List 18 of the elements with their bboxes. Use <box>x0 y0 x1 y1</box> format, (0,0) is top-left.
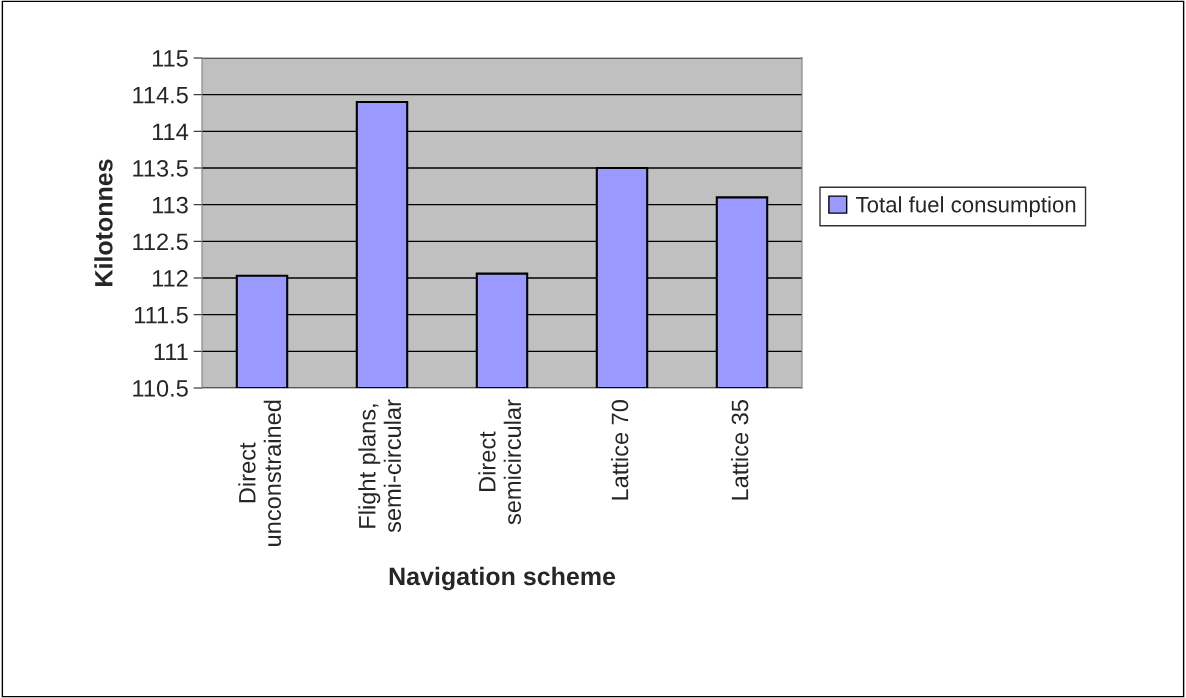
y-tick-label: 114 <box>152 123 189 140</box>
y-tick-label: 110.5 <box>133 380 188 397</box>
legend-label: Total fuel consumption <box>856 196 1076 217</box>
y-tick-label: 111.5 <box>135 306 188 324</box>
x-tick-label: Lattice 35 <box>730 400 749 500</box>
x-tick-label: Lattice 70 <box>610 400 629 500</box>
y-axis-title: Kilotonnes <box>94 159 113 286</box>
y-tick-label: 113.5 <box>133 160 188 177</box>
y-tick-label: 111 <box>154 343 188 360</box>
y-tick-label: 114.5 <box>133 86 188 104</box>
y-tick-label: 112 <box>152 270 188 287</box>
y-tick-label: 112.5 <box>133 233 188 251</box>
x-tick-label: Direct semicircular <box>478 399 522 525</box>
x-tick-label: Flight plans, semi-circular <box>358 399 402 533</box>
y-tick-label: 113 <box>152 196 188 214</box>
x-axis-title: Navigation scheme <box>389 566 616 591</box>
x-tick-label: Direct unconstrained <box>238 400 282 546</box>
y-tick-label: 115 <box>152 50 188 67</box>
